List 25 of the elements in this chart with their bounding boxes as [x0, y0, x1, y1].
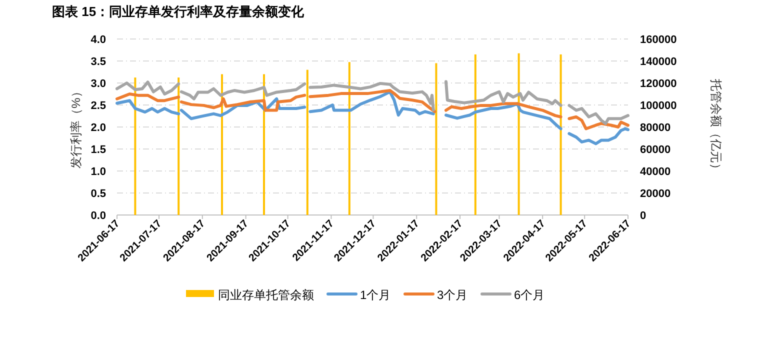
y2-tick-label: 100000 [640, 100, 677, 112]
y-tick-label: 2.5 [90, 100, 106, 112]
legend-label: 3个月 [437, 288, 468, 302]
y2-tick-label: 0 [640, 210, 646, 222]
y2-tick-label: 120000 [640, 78, 677, 90]
y2-tick-label: 160000 [640, 34, 677, 46]
legend-label: 1个月 [360, 288, 391, 302]
y2-tick-label: 40000 [640, 166, 671, 178]
y-tick-label: 1.5 [90, 144, 106, 156]
y-tick-label: 0.0 [90, 210, 106, 222]
legend-label: 6个月 [514, 288, 545, 302]
y2-axis-title: 托管余额（亿元） [709, 78, 723, 175]
y-tick-label: 0.5 [90, 188, 106, 200]
legend-label: 同业存单托管余额 [218, 288, 314, 302]
y-tick-label: 3.0 [90, 78, 106, 90]
y-axis-title: 发行利率（%） [69, 86, 83, 168]
y-tick-label: 2.0 [90, 122, 106, 134]
y2-tick-label: 80000 [640, 122, 671, 134]
y2-tick-label: 60000 [640, 144, 671, 156]
y-tick-label: 4.0 [90, 34, 106, 46]
y2-tick-label: 20000 [640, 188, 671, 200]
y2-tick-label: 140000 [640, 56, 677, 68]
y-tick-label: 3.5 [90, 56, 106, 68]
y-tick-label: 1.0 [90, 166, 106, 178]
chart-title: 图表 15：同业存单发行利率及存量余额变化 [52, 4, 306, 19]
